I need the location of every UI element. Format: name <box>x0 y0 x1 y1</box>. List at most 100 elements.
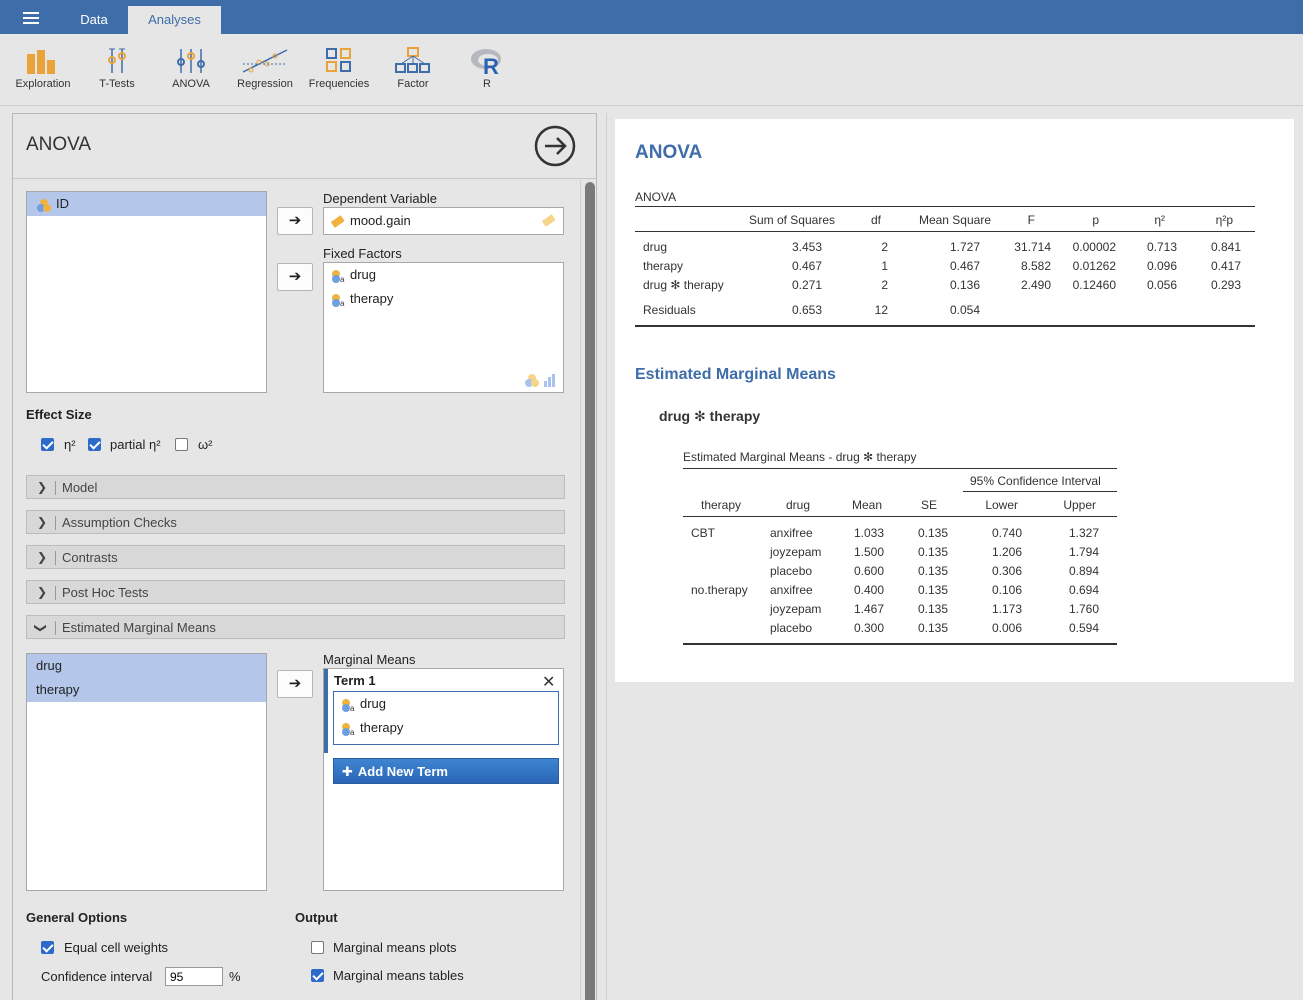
exploration-icon <box>27 50 55 74</box>
dependent-variable-item[interactable]: mood.gain <box>324 208 563 234</box>
dependent-variable-field[interactable]: mood.gain <box>323 207 564 235</box>
confidence-interval-input[interactable] <box>165 967 223 986</box>
chevron-down-icon: ❯ <box>34 622 49 634</box>
marginal-means-terms[interactable]: Term 1 ✕ a drug a therapy ✚ Add New Term <box>323 668 564 891</box>
omega-squared-checkbox[interactable] <box>175 438 188 451</box>
section-assumption-checks[interactable]: ❯ Assumption Checks <box>26 510 565 534</box>
ribbon-label: Regression <box>237 78 293 90</box>
section-label: Assumption Checks <box>62 515 177 530</box>
term-variables-list[interactable]: a drug a therapy <box>333 691 559 745</box>
section-contrasts[interactable]: ❯ Contrasts <box>26 545 565 569</box>
table-rule <box>683 468 1117 469</box>
table-cell: therapy <box>643 259 684 273</box>
table-header: Sum of Squares <box>748 213 835 227</box>
list-item[interactable]: a drug <box>334 692 558 716</box>
list-item[interactable]: a therapy <box>324 287 563 311</box>
fixed-factors-list[interactable]: a drug a therapy <box>323 262 564 393</box>
ribbon-r-button[interactable]: R R <box>450 44 524 102</box>
options-divider <box>13 178 596 179</box>
ribbon-exploration-button[interactable]: Exploration <box>6 44 80 102</box>
table-cell: 0.694 <box>1068 583 1099 597</box>
table-cell: anxifree <box>770 526 813 540</box>
variables-list[interactable]: ID <box>26 191 267 393</box>
table-cell: 0.740 <box>991 526 1022 540</box>
table-cell: 3.453 <box>791 240 822 254</box>
move-to-dependent-button[interactable]: ➔ <box>277 207 313 235</box>
ribbon-frequencies-button[interactable]: Frequencies <box>302 44 376 102</box>
ribbon-anova-button[interactable]: ANOVA <box>154 44 228 102</box>
ribbon-factor-button[interactable]: Factor <box>376 44 450 102</box>
move-to-marginal-means-button[interactable]: ➔ <box>277 670 313 698</box>
partial-eta-squared-checkbox[interactable] <box>88 438 101 451</box>
table-header: SE <box>920 498 937 512</box>
section-post-hoc-tests[interactable]: ❯ Post Hoc Tests <box>26 580 565 604</box>
term-1-box[interactable]: Term 1 ✕ a drug a therapy <box>324 669 563 753</box>
anova-options-panel: ANOVA ID ➔ Dependent Variable mood.gain … <box>12 113 597 1000</box>
svg-text:a: a <box>350 704 355 712</box>
plus-icon: ✚ <box>342 764 353 779</box>
table-cell: 0.135 <box>917 545 948 559</box>
nominal-variable-icon <box>37 198 51 212</box>
move-to-factors-button[interactable]: ➔ <box>277 263 313 291</box>
options-scrollbar[interactable] <box>580 180 596 1000</box>
list-item[interactable]: therapy <box>27 678 266 702</box>
percent-label: % <box>229 969 241 984</box>
list-item[interactable]: ID <box>27 192 266 216</box>
tab-data[interactable]: Data <box>80 12 108 27</box>
table-cell: 0.713 <box>1146 240 1177 254</box>
table-cell: 2.490 <box>1020 278 1051 292</box>
table-cell: 0.135 <box>917 621 948 635</box>
section-estimated-marginal-means[interactable]: ❯ Estimated Marginal Means <box>26 615 565 639</box>
svg-text:a: a <box>340 275 345 283</box>
regression-icon <box>242 49 288 73</box>
close-icon[interactable]: ✕ <box>542 674 556 691</box>
table-cell: 8.582 <box>1020 259 1051 273</box>
partial-eta-squared-label: partial η² <box>110 437 161 452</box>
marginal-means-plots-checkbox[interactable] <box>311 941 324 954</box>
equal-cell-weights-checkbox[interactable] <box>41 941 54 954</box>
table-cell: 0.01262 <box>1072 259 1116 273</box>
list-item[interactable]: a therapy <box>334 716 558 740</box>
run-arrow-icon[interactable] <box>533 124 577 168</box>
section-label: Estimated Marginal Means <box>62 620 216 635</box>
table-cell: placebo <box>770 621 813 635</box>
table-cell: 0.12460 <box>1072 278 1116 292</box>
table-header: df <box>870 213 881 227</box>
marginal-means-tables-label: Marginal means tables <box>333 968 464 983</box>
tab-analyses[interactable]: Analyses <box>128 6 221 34</box>
table-cell: 0.054 <box>949 303 980 317</box>
results-panel: ANOVA ANOVA Sum of Squares df Mean Squar… <box>615 119 1294 682</box>
table-cell: 1.206 <box>991 545 1022 559</box>
output-title: Output <box>295 910 338 925</box>
table-header: therapy <box>701 498 742 512</box>
table-cell: 0.135 <box>917 583 948 597</box>
list-item[interactable]: a drug <box>324 263 563 287</box>
table-cell: 0.106 <box>991 583 1022 597</box>
table-header: drug <box>786 498 811 512</box>
effect-size-title: Effect Size <box>26 407 92 422</box>
svg-text:R: R <box>483 54 499 76</box>
term-title: Term 1 <box>334 673 376 688</box>
table-cell: drug <box>643 240 668 254</box>
top-bar: Data Analyses <box>0 0 1303 34</box>
table-header: Upper <box>1063 498 1096 512</box>
table-cell: 0.271 <box>791 278 822 292</box>
marginal-means-tables-checkbox[interactable] <box>311 969 324 982</box>
section-model[interactable]: ❯ Model <box>26 475 565 499</box>
ribbon-t-tests-button[interactable]: T-Tests <box>80 44 154 102</box>
emm-available-list[interactable]: drug therapy <box>26 653 267 891</box>
ribbon-regression-button[interactable]: Regression <box>228 44 302 102</box>
table-header: η²p <box>1215 213 1233 227</box>
scrollbar-thumb[interactable] <box>585 182 595 1000</box>
hamburger-menu-icon[interactable] <box>10 7 50 31</box>
dependent-variable-label: Dependent Variable <box>323 191 437 206</box>
add-new-term-button[interactable]: ✚ Add New Term <box>333 758 559 784</box>
nominal-variable-icon: a <box>332 293 345 307</box>
section-label: Model <box>62 480 98 495</box>
table-cell: joyzepam <box>770 545 822 559</box>
table-cell: 0.417 <box>1210 259 1241 273</box>
list-item[interactable]: drug <box>27 654 266 678</box>
eta-squared-checkbox[interactable] <box>41 438 54 451</box>
general-options-title: General Options <box>26 910 128 925</box>
chevron-right-icon: ❯ <box>37 550 48 564</box>
